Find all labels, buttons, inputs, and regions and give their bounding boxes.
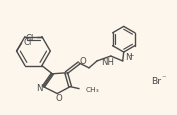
Text: Cl: Cl bbox=[25, 34, 34, 43]
Text: O: O bbox=[56, 93, 63, 102]
Text: NH: NH bbox=[101, 58, 114, 67]
Text: Cl: Cl bbox=[24, 37, 32, 46]
Text: ⁻: ⁻ bbox=[161, 74, 166, 83]
Text: N: N bbox=[125, 53, 131, 62]
Text: O: O bbox=[80, 57, 86, 66]
Text: Br: Br bbox=[152, 77, 162, 85]
Text: N: N bbox=[36, 83, 43, 92]
Text: CH₃: CH₃ bbox=[86, 86, 100, 92]
Text: +: + bbox=[129, 53, 134, 59]
